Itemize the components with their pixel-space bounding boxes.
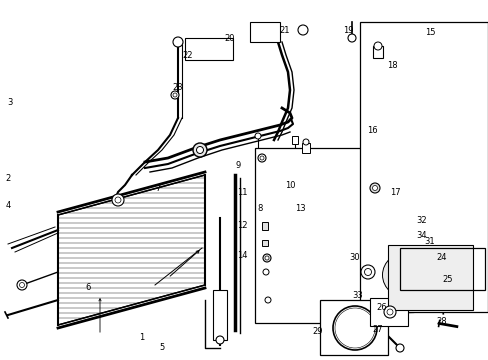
Circle shape [171, 91, 179, 99]
Text: 7: 7 [155, 184, 161, 193]
Text: 31: 31 [424, 238, 434, 247]
Bar [184, 38, 232, 60]
Circle shape [260, 156, 264, 160]
Bar [399, 248, 484, 290]
Text: 2: 2 [5, 174, 11, 183]
Text: 28: 28 [436, 318, 447, 327]
Bar [291, 136, 297, 144]
Circle shape [350, 324, 358, 332]
Circle shape [396, 265, 402, 271]
Circle shape [372, 185, 377, 190]
Circle shape [383, 306, 395, 318]
Circle shape [347, 34, 355, 42]
Text: 3: 3 [7, 98, 13, 107]
Circle shape [173, 37, 183, 47]
Text: 34: 34 [416, 230, 427, 239]
Ellipse shape [369, 248, 449, 312]
Circle shape [112, 194, 124, 206]
Circle shape [258, 154, 265, 162]
Polygon shape [58, 175, 204, 325]
Bar [262, 240, 267, 246]
Text: 32: 32 [416, 216, 427, 225]
Circle shape [373, 42, 381, 50]
Circle shape [332, 306, 376, 350]
Text: 8: 8 [257, 203, 262, 212]
Text: 30: 30 [349, 253, 360, 262]
Bar [262, 222, 267, 230]
Circle shape [395, 344, 403, 352]
Circle shape [173, 93, 177, 97]
Text: 25: 25 [442, 275, 452, 284]
Text: 18: 18 [386, 60, 397, 69]
Text: 19: 19 [342, 26, 352, 35]
Text: 12: 12 [236, 220, 247, 230]
Bar [213, 290, 226, 340]
Circle shape [339, 313, 369, 343]
Circle shape [303, 139, 308, 145]
Ellipse shape [382, 251, 437, 299]
Text: 20: 20 [224, 33, 235, 42]
Bar [319, 300, 387, 355]
Circle shape [264, 297, 270, 303]
Text: 26: 26 [376, 303, 386, 312]
Bar [254, 148, 364, 323]
Bar [369, 298, 407, 326]
Circle shape [263, 254, 270, 262]
Text: 14: 14 [236, 251, 247, 260]
Circle shape [334, 308, 374, 348]
Circle shape [364, 269, 371, 275]
Text: 11: 11 [236, 188, 247, 197]
Bar [387, 245, 472, 310]
Circle shape [17, 280, 27, 290]
Bar [359, 22, 487, 312]
Circle shape [115, 197, 121, 203]
Text: 21: 21 [279, 26, 290, 35]
Circle shape [297, 25, 307, 35]
Text: 29: 29 [312, 328, 323, 337]
Text: 5: 5 [159, 343, 164, 352]
Circle shape [193, 143, 206, 157]
Text: 6: 6 [85, 284, 90, 292]
Circle shape [20, 283, 24, 288]
Text: 16: 16 [366, 126, 377, 135]
Text: 24: 24 [436, 253, 447, 262]
Circle shape [369, 183, 379, 193]
Circle shape [216, 336, 224, 344]
Circle shape [254, 133, 261, 139]
Bar [372, 46, 382, 58]
Text: 27: 27 [372, 325, 383, 334]
Text: 15: 15 [424, 27, 434, 36]
Text: 10: 10 [284, 180, 295, 189]
Text: 9: 9 [235, 161, 240, 170]
Bar [249, 22, 280, 42]
Circle shape [196, 147, 203, 153]
Text: 13: 13 [294, 203, 305, 212]
Circle shape [386, 309, 392, 315]
Circle shape [342, 316, 366, 340]
Text: 23: 23 [172, 84, 183, 93]
Circle shape [393, 262, 405, 274]
Circle shape [360, 265, 374, 279]
Circle shape [338, 312, 370, 344]
Text: 33: 33 [352, 291, 363, 300]
Text: 1: 1 [139, 333, 144, 342]
Bar [302, 143, 309, 153]
Circle shape [346, 319, 363, 337]
Circle shape [263, 269, 268, 275]
Text: 17: 17 [389, 188, 400, 197]
Text: 22: 22 [183, 50, 193, 59]
Text: 4: 4 [5, 201, 11, 210]
Circle shape [264, 256, 268, 260]
